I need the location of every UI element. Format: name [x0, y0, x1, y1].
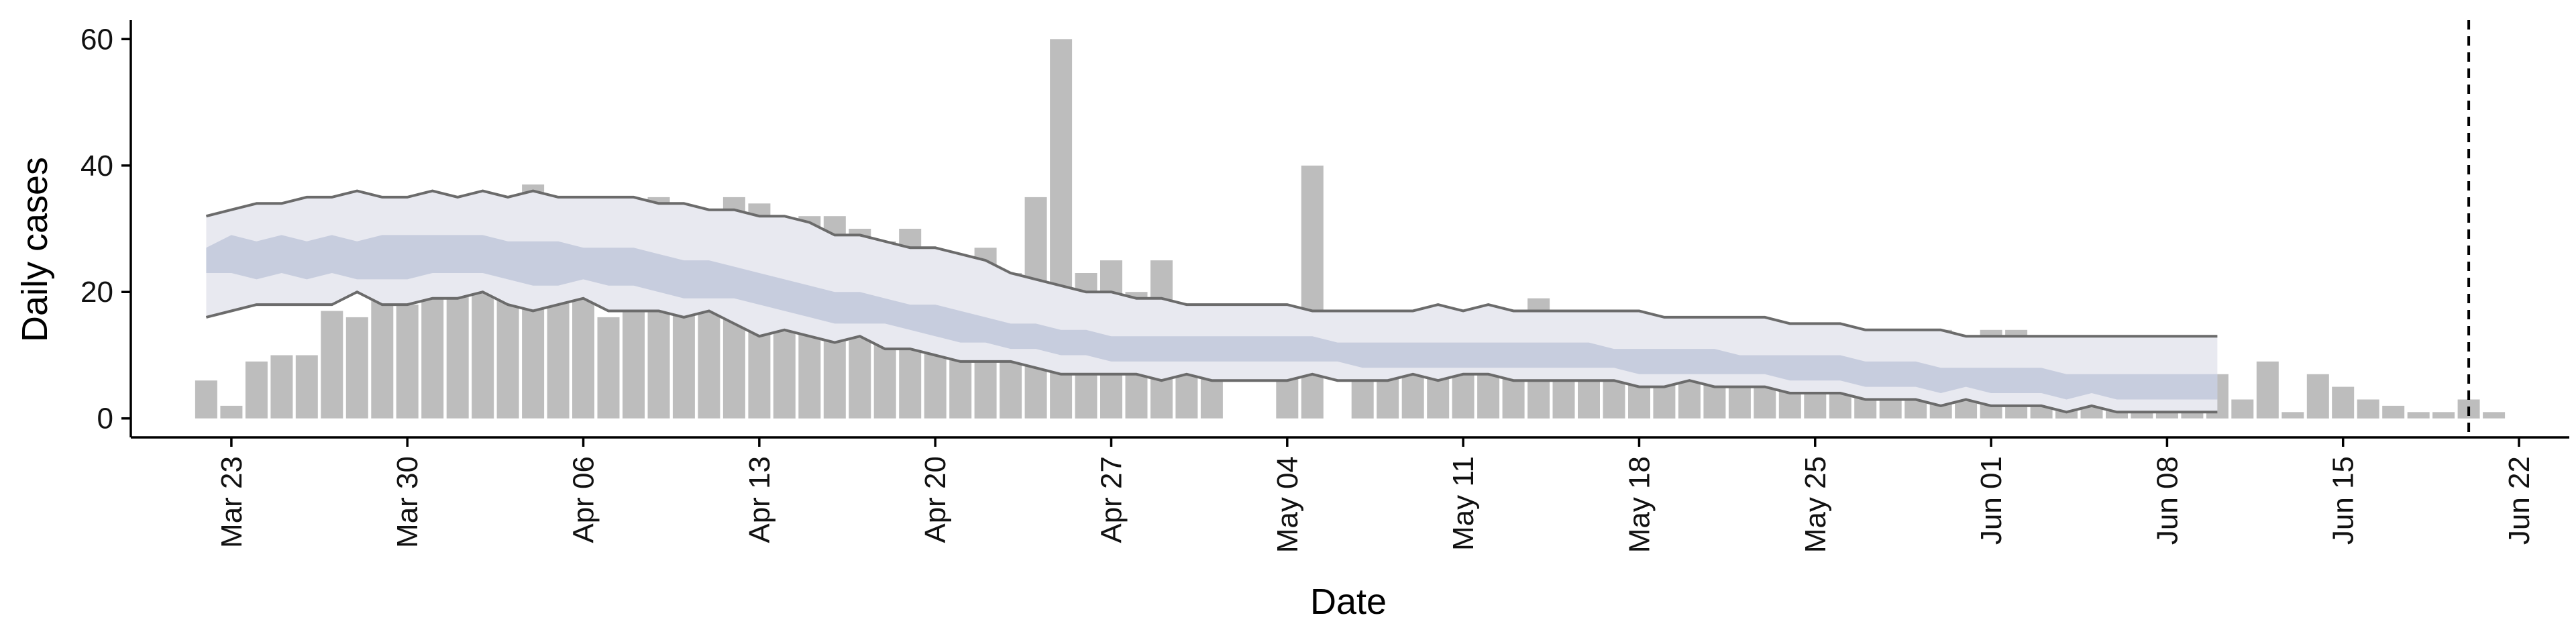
case-bar	[446, 292, 469, 419]
y-axis-label: Daily cases	[15, 157, 55, 342]
x-tick-label: Apr 06	[568, 456, 600, 543]
x-tick-label: Mar 23	[215, 456, 248, 548]
x-tick-label: Apr 27	[1095, 456, 1128, 543]
x-tick-label: May 18	[1623, 456, 1656, 553]
x-tick-label: Jun 15	[2327, 456, 2360, 545]
x-tick-label: May 11	[1447, 456, 1480, 551]
case-bar	[2332, 386, 2355, 419]
x-tick-label: May 25	[1799, 456, 1832, 553]
x-tick-label: Jun 01	[1975, 456, 2008, 545]
x-axis-label: Date	[1310, 582, 1387, 622]
inner-band	[206, 235, 2218, 400]
x-tick-label: Mar 30	[391, 456, 424, 548]
case-bar	[295, 355, 318, 419]
case-bar	[547, 292, 570, 419]
case-bar	[195, 380, 217, 419]
case-bar	[2407, 412, 2430, 419]
projection-bound-lines	[205, 189, 2218, 414]
x-tick-label: May 04	[1271, 456, 1304, 553]
case-bar	[597, 317, 620, 419]
x-tick-label: Jun 08	[2151, 456, 2184, 545]
x-tick-label: Apr 20	[919, 456, 952, 543]
y-tick-label: 40	[80, 150, 113, 182]
case-bar	[245, 361, 268, 419]
case-bar	[2256, 361, 2279, 419]
case-bar	[220, 405, 243, 419]
case-bar	[321, 311, 343, 419]
case-bar	[2357, 399, 2379, 419]
case-bar	[1301, 165, 1324, 419]
case-bar	[2382, 405, 2405, 419]
x-tick-label: Jun 22	[2503, 456, 2536, 545]
y-tick-label: 20	[80, 276, 113, 309]
case-bar	[1603, 380, 1625, 419]
case-bar	[270, 355, 293, 419]
outer-upper-line	[205, 189, 2218, 338]
axes: 0 20 40 60 Mar 23 Mar 30 Apr 06 Apr 13 Apr 20 Apr…	[80, 20, 2569, 553]
case-bar	[345, 317, 368, 419]
y-tick-label: 0	[97, 402, 113, 435]
outer-lower-line	[205, 290, 2218, 414]
case-bar	[421, 285, 444, 419]
case-bar	[2432, 412, 2455, 419]
case-bar	[396, 305, 419, 419]
case-bar	[2282, 412, 2304, 419]
y-tick-label: 60	[80, 23, 113, 56]
projection-bands	[206, 191, 2218, 413]
case-bar	[2231, 399, 2254, 419]
case-bar	[2306, 374, 2329, 419]
case-bar	[2483, 412, 2506, 419]
x-tick-label: Apr 13	[743, 456, 776, 543]
